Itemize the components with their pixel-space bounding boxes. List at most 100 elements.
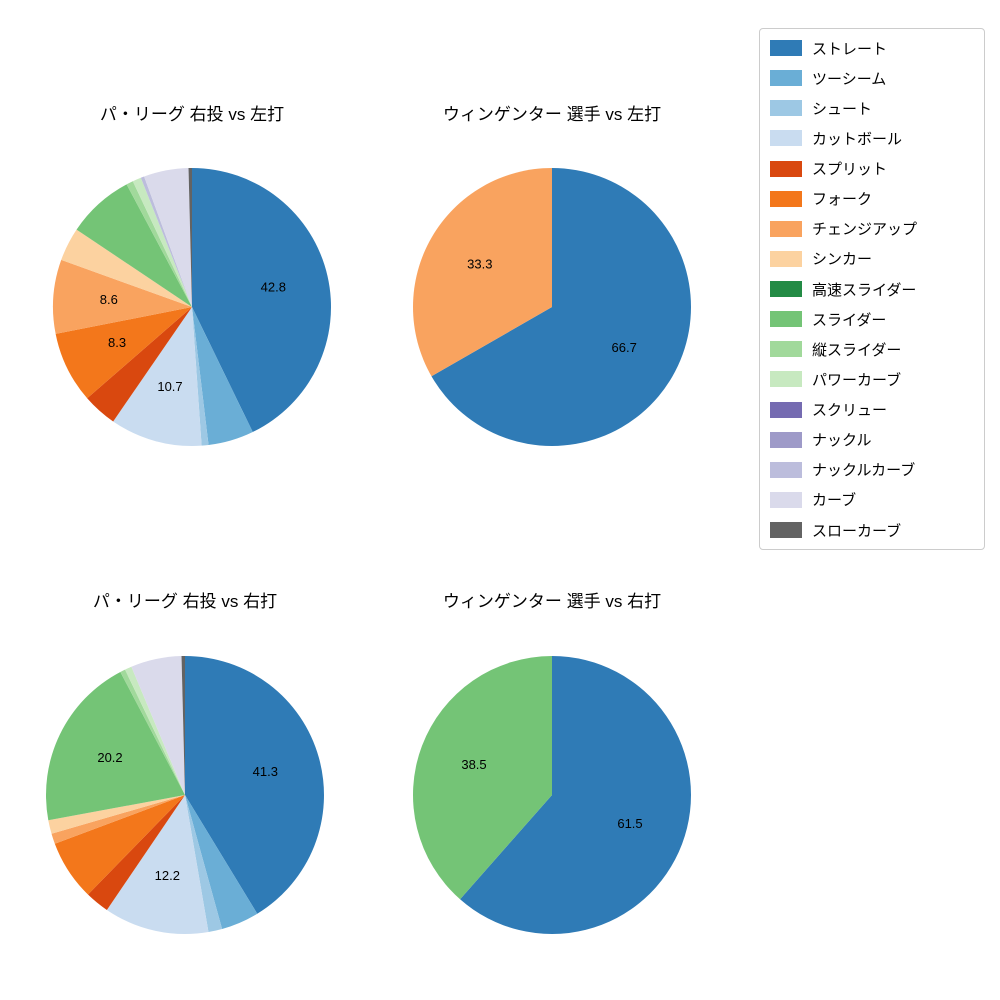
- pie-slice: [181, 655, 185, 795]
- legend-item: スローカーブ: [770, 521, 974, 540]
- legend-item: スプリット: [770, 160, 974, 178]
- pie-percent-label: 42.8: [261, 280, 286, 295]
- pie-slice: [188, 167, 192, 307]
- pie-slice: [185, 795, 223, 932]
- legend-item: シンカー: [770, 250, 974, 268]
- pie-slice: [61, 229, 192, 307]
- pie-slice: [48, 795, 185, 834]
- legend-swatch: [770, 461, 802, 478]
- pie-percent-label: 8.3: [108, 335, 126, 350]
- pie-slice: [413, 168, 552, 377]
- legend-label: スローカーブ: [812, 522, 902, 540]
- pie-slice: [87, 795, 185, 910]
- pie-slice: [87, 307, 192, 422]
- pie-slice: [55, 307, 192, 399]
- pie-percent-label: 33.3: [467, 257, 492, 272]
- legend-item: 縦スライダー: [770, 340, 974, 359]
- legend-swatch: [770, 250, 802, 267]
- pie-slice: [76, 184, 192, 307]
- legend-swatch: [770, 341, 802, 358]
- legend-label: ツーシーム: [812, 70, 887, 88]
- legend-label: シュート: [812, 100, 873, 118]
- legend-swatch: [770, 100, 802, 117]
- legend-swatch: [770, 190, 802, 207]
- chart-title-bottom-right: ウィンゲンター 選手 vs 右打: [442, 592, 662, 611]
- pie-chart-player-vs-left: 66.7 33.3: [413, 168, 692, 446]
- pie-percent-label: 66.7: [612, 340, 637, 355]
- legend-item: ナックル: [770, 431, 974, 449]
- legend-label: ナックルカーブ: [812, 462, 916, 480]
- pie-slice: [53, 259, 192, 334]
- legend-item: ツーシーム: [770, 69, 974, 88]
- pie-slice: [106, 795, 209, 934]
- legend-item: カットボール: [770, 129, 974, 148]
- legend-label: パワーカーブ: [812, 371, 902, 389]
- pie-slice: [192, 307, 253, 446]
- legend-swatch: [770, 40, 802, 56]
- pie-slice: [144, 168, 192, 307]
- legend-item: カーブ: [770, 491, 974, 509]
- pie-percent-label: 20.2: [97, 750, 122, 765]
- legend-label: シンカー: [812, 251, 873, 269]
- pie-slice: [460, 656, 691, 934]
- pie-percent-label: 38.5: [461, 757, 486, 772]
- legend-item: ストレート: [770, 39, 974, 58]
- legend-swatch: [770, 160, 802, 177]
- pie-percent-label: 10.7: [157, 379, 182, 394]
- pie-slice: [185, 795, 258, 929]
- pie-slice: [113, 307, 202, 447]
- legend-swatch: [770, 70, 802, 87]
- pie-slice: [125, 666, 185, 795]
- pie-slice: [132, 177, 192, 307]
- pie-percent-label: 61.5: [617, 816, 642, 831]
- pie-chart-league-vs-right: 41.3 12.2 20.2: [45, 655, 324, 934]
- legend-label: フォーク: [812, 191, 873, 209]
- pie-slice: [131, 656, 185, 795]
- legend-swatch: [770, 311, 802, 328]
- pie-slice: [192, 168, 332, 433]
- pie-slice: [140, 176, 192, 307]
- pie-slice: [192, 307, 209, 446]
- legend-swatch: [770, 130, 802, 147]
- legend-label: スライダー: [812, 311, 887, 329]
- legend-label: 高速スライダー: [812, 281, 917, 299]
- legend-label: チェンジアップ: [812, 221, 918, 239]
- legend-swatch: [770, 220, 802, 237]
- legend-label: カーブ: [812, 492, 857, 510]
- legend-swatch: [770, 491, 802, 508]
- pie-slice: [126, 181, 192, 307]
- legend-swatch: [770, 522, 802, 538]
- legend-label: 縦スライダー: [812, 341, 902, 359]
- legend-swatch: [770, 431, 802, 448]
- pie-slice: [185, 656, 324, 914]
- pie-slice: [45, 671, 186, 821]
- pie-slice: [412, 656, 552, 900]
- legend-item: チェンジアップ: [770, 220, 974, 238]
- legend-label: スクリュー: [812, 402, 888, 419]
- pie-chart-player-vs-right: 61.5 38.5: [412, 656, 691, 934]
- pie-percent-label: 12.2: [155, 868, 180, 883]
- legend-swatch: [770, 401, 802, 418]
- legend-label: カットボール: [812, 130, 903, 148]
- legend-swatch: [770, 281, 802, 297]
- pie-slice: [51, 795, 185, 844]
- pie-slice: [54, 795, 185, 895]
- legend-swatch: [770, 371, 802, 388]
- pie-chart-league-vs-left: 42.8 10.7 8.3 8.6: [53, 167, 332, 447]
- pie-slice: [120, 669, 185, 795]
- legend-item: スライダー: [770, 310, 974, 329]
- legend-label: ナックル: [812, 432, 872, 450]
- legend-item: シュート: [770, 99, 974, 118]
- pie-percent-label: 8.6: [100, 292, 118, 307]
- legend-label: スプリット: [812, 161, 888, 178]
- chart-title-bottom-left: パ・リーグ 右投 vs 右打: [92, 592, 278, 611]
- pie-percent-label: 41.3: [253, 764, 278, 779]
- legend: ストレートツーシームシュートカットボール スプリットフォークチェンジアップ シンカー…: [759, 28, 985, 550]
- legend-item: 高速スライダー: [770, 280, 974, 299]
- legend-item: スクリュー: [770, 401, 974, 419]
- pie-slice: [431, 168, 692, 446]
- legend-item: パワーカーブ: [770, 370, 974, 389]
- chart-title-top-right: ウィンゲンター 選手 vs 左打: [442, 105, 662, 124]
- legend-item: ナックルカーブ: [770, 461, 974, 479]
